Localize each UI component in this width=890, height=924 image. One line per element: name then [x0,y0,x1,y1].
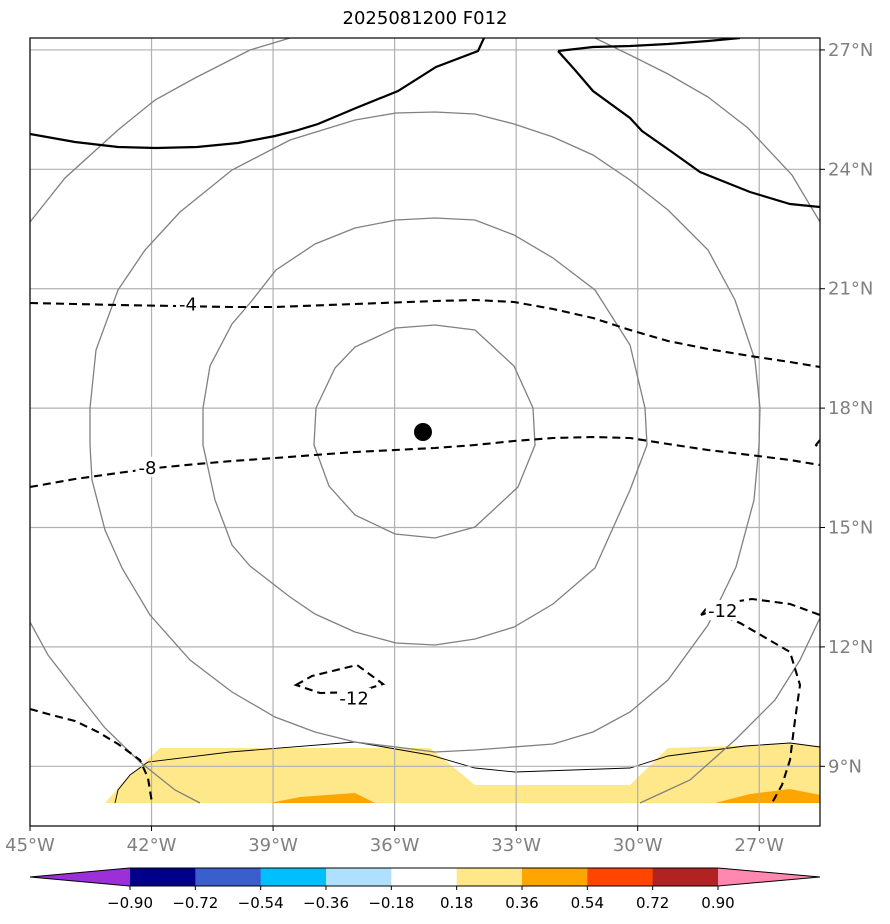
lat-tick-label: 12°N [828,637,873,658]
map-frame [29,37,821,827]
colorbar-bin [522,868,588,886]
lon-tick-label: 27°W [734,835,784,856]
contour-label: -12 [339,689,368,710]
lon-tick-label: 33°W [491,835,541,856]
lon-tick-label: 39°W [248,835,298,856]
colorbar-label: 0.90 [701,894,734,912]
colorbar-extend-min [30,868,130,886]
colorbar-bin [587,868,654,886]
contour-label: -12 [708,601,737,622]
contour-label-mask [705,600,740,621]
contour-label: -8 [139,458,157,479]
solid-contours [30,38,820,209]
colorbar-bin [195,868,262,886]
map-title: 2025081200 F012 [342,8,508,29]
longitude-axis: 45°W 42°W 39°W 36°W 33°W 30°W 27°W [5,826,784,856]
colorbar: −0.90 −0.72 −0.54 −0.36 −0.18 0.18 0.36 0.54 0.7… [29,867,821,912]
colorbar-label: 0.36 [505,894,538,912]
dashed-contours [30,298,820,804]
colorbar-bin [130,868,196,886]
lon-tick-label: 42°W [127,835,177,856]
lat-tick-label: 18°N [828,398,873,419]
colorbar-label: 0.54 [571,894,604,912]
latitude-axis: 27°N 24°N 21°N 18°N 15°N 12°N 9°N [820,40,873,777]
colorbar-label: 0.18 [440,894,473,912]
colorbar-label: −0.72 [172,894,218,912]
colorbar-label: −0.90 [107,894,153,912]
storm-center-marker [413,423,432,441]
shading-layer [105,744,820,803]
lon-tick-label: 30°W [613,835,663,856]
colorbar-label: −0.36 [303,894,349,912]
colorbar-extend-max [718,868,820,886]
lat-tick-label: 24°N [828,159,873,180]
colorbar-bin [652,868,719,886]
colorbar-bin [326,868,392,886]
shading-outline [114,741,820,804]
colorbar-bin [391,868,458,886]
lon-tick-label: 36°W [370,835,420,856]
contour-label-mask [176,293,200,314]
lat-tick-label: 21°N [828,279,873,300]
lat-tick-label: 15°N [828,518,873,539]
contour-label-mask [135,456,160,477]
shading-yellow [105,744,820,803]
colorbar-label: 0.72 [636,894,669,912]
contour-label: -4 [179,295,197,316]
colorbar-label: −0.54 [238,894,284,912]
shading-orange-east [715,789,820,803]
lat-tick-label: 9°N [828,756,862,777]
colorbar-bin [456,868,523,886]
lat-tick-label: 27°N [828,40,873,61]
lon-tick-label: 45°W [5,835,55,856]
range-rings [30,38,820,804]
contour-label-mask [337,687,372,708]
colorbar-label: −0.18 [368,894,414,912]
shading-orange-west [270,793,375,803]
contour-labels: -4 -8 -12 -12 [135,293,740,710]
colorbar-bin [260,868,327,886]
